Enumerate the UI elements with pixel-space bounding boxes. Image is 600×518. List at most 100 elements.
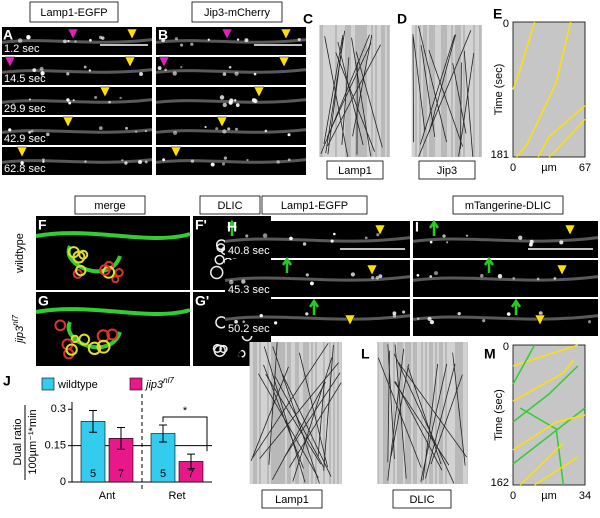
label-box (261, 195, 368, 215)
n-label: 5 (160, 468, 166, 480)
punctum (392, 314, 397, 318)
punctum (161, 38, 166, 43)
punctum (446, 241, 449, 244)
micrograph (413, 260, 598, 297)
punctum (309, 281, 314, 286)
axon (1, 158, 153, 164)
punctum (180, 66, 183, 69)
punctum (121, 159, 124, 162)
panel-letter: M (484, 346, 496, 362)
micrograph (2, 87, 152, 115)
significance-bracket (162, 416, 208, 452)
terminal (75, 264, 87, 277)
trace (537, 105, 586, 158)
punctum (234, 71, 239, 76)
terminal (237, 349, 246, 358)
punctum (259, 313, 263, 318)
label: 0 (503, 18, 509, 30)
punctum (125, 126, 128, 130)
trace (512, 21, 536, 90)
row-label-main: jip3 (14, 325, 26, 345)
punctum (46, 132, 50, 137)
y-axis-label: Dual ratio (12, 418, 24, 465)
label: Lamp1 (275, 494, 309, 506)
label: 67 (579, 162, 591, 174)
kymo-track (394, 381, 443, 471)
punctum (39, 66, 44, 71)
axon (224, 314, 411, 321)
punctum (536, 277, 540, 281)
punctum (40, 73, 44, 76)
kymo-track (263, 346, 306, 483)
punctum (429, 320, 435, 325)
trace (512, 344, 579, 367)
panel-letter: K (233, 346, 243, 362)
kymo-track (272, 381, 326, 480)
label: 0 (510, 162, 516, 174)
micrograph (2, 57, 152, 85)
micrograph (156, 27, 306, 55)
terminal (212, 343, 222, 354)
kymo-track (250, 366, 289, 462)
kymo-track (452, 352, 466, 466)
punctum (67, 39, 70, 43)
legend-label: wildtype (57, 379, 98, 391)
kymo-track (419, 34, 456, 145)
punctum (144, 130, 147, 133)
punctum (497, 273, 503, 279)
time-label: 42.9 sec (4, 133, 46, 145)
punctum (559, 240, 564, 245)
label-box (74, 195, 146, 215)
kymo-track (463, 50, 474, 157)
punctum (215, 127, 219, 131)
terminal (106, 328, 119, 341)
punctum (41, 158, 45, 162)
legend-sup: nl7 (163, 376, 174, 385)
label: Lamp1-EGFP (40, 7, 107, 19)
punctum (88, 69, 91, 72)
punctum (210, 162, 215, 167)
micrograph (2, 147, 152, 175)
panel-letter: G (38, 293, 49, 309)
punctum (235, 103, 240, 107)
kymo-track (387, 348, 405, 481)
kymo-track (390, 364, 409, 457)
legend-name: jip3 (144, 379, 164, 391)
punctum (164, 68, 167, 72)
time-label: 1.2 sec (4, 43, 40, 55)
punctum (587, 320, 592, 324)
label: DLIC (217, 200, 242, 212)
arrowhead (158, 56, 170, 68)
micrograph (2, 27, 152, 55)
terminal (72, 250, 86, 264)
label-box (199, 195, 261, 215)
punctum (518, 235, 523, 240)
label: 34 (579, 490, 591, 502)
punctum (12, 103, 15, 106)
arrowhead (534, 314, 546, 326)
kymo-track (428, 49, 463, 147)
punctum (8, 128, 12, 132)
punctum (222, 102, 227, 108)
kymo-track (394, 344, 407, 479)
punctum (287, 158, 291, 162)
label: DLIC (409, 494, 434, 506)
error-bar (89, 409, 97, 433)
green-arrow (281, 256, 293, 273)
punctum (245, 234, 249, 238)
neuron (35, 307, 191, 350)
punctum (20, 161, 24, 165)
kymo-track (326, 42, 372, 138)
arrowhead (366, 264, 378, 276)
row-label-sup: nl7 (11, 315, 20, 326)
punctum (66, 72, 70, 76)
terminal (213, 344, 226, 357)
legend-swatch (41, 377, 55, 391)
kymo-track (420, 44, 436, 138)
y-axis-unit: 100µm⁻¹*min (27, 409, 39, 474)
kymo-track (355, 51, 383, 148)
punctum (144, 160, 148, 164)
arrowhead (99, 86, 111, 98)
n-label: 5 (90, 468, 96, 480)
punctum (297, 37, 301, 42)
